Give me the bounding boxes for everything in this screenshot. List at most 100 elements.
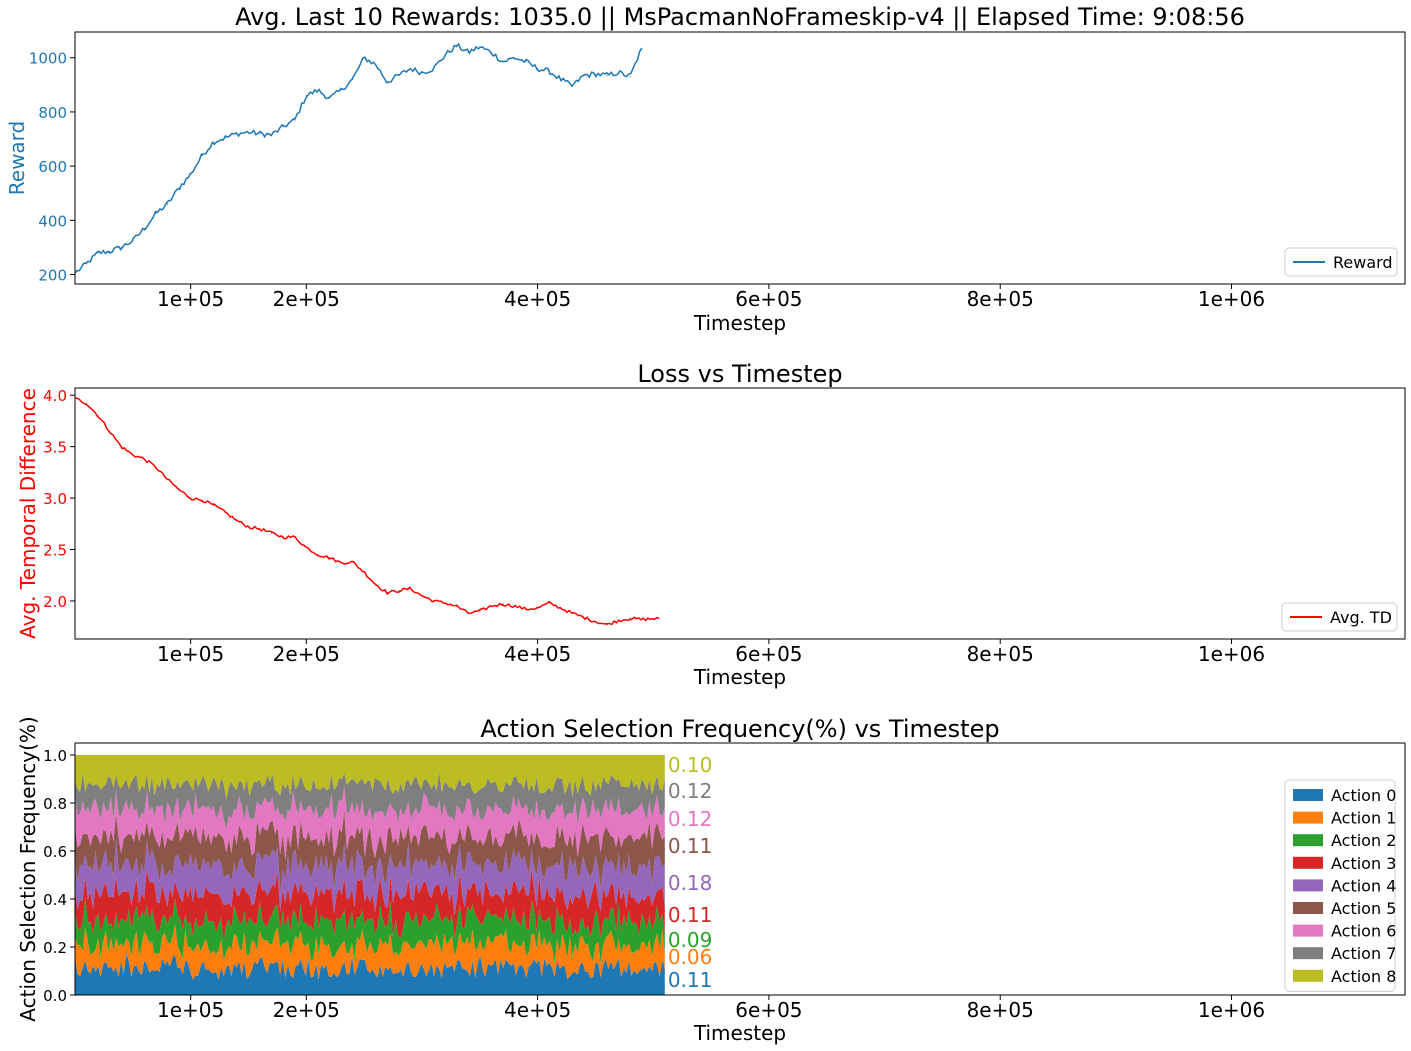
data-point [224,511,226,514]
data-point [490,605,492,607]
data-point [109,430,111,432]
legend-box [1281,602,1398,632]
y-axis-label: Reward [5,121,29,195]
data-point [421,595,423,597]
data-point [155,212,157,215]
legend-swatch [1293,879,1323,892]
legend-swatch [1293,811,1323,824]
data-point [305,95,307,97]
data-point [143,227,145,230]
data-point [340,562,342,564]
data-point [305,546,307,549]
y-tick-label: 0.2 [43,939,67,957]
y-tick-label: 3.5 [43,439,67,457]
data-point [247,526,250,528]
y-tick-label: 800 [38,104,67,122]
y-axis-label: Avg. Temporal Difference [16,388,40,639]
data-point [467,612,469,614]
data-point [375,583,377,586]
chart-title: Avg. Last 10 Rewards: 1035.0 || MsPacman… [235,3,1245,31]
data-point [352,561,354,563]
data-point [282,126,284,128]
y-tick-label: 0.0 [43,987,67,1005]
data-point [641,47,643,49]
data-point [120,246,122,248]
legend-swatch [1293,856,1323,869]
data-point [328,97,330,99]
legend-label: Action 7 [1331,944,1396,963]
y-tick-label: 4.0 [43,387,67,405]
data-point [328,557,330,559]
y-tick-label: 1.0 [43,747,67,765]
data-point [456,44,458,47]
y-tick-label: 3.0 [43,490,67,508]
y-tick-label: 0.8 [43,795,67,813]
legend-label: Action 5 [1331,899,1396,918]
data-point [132,240,134,242]
data-point [236,520,238,522]
chart-panel-1: Loss vs Timestep 1e+05 2e+05 4e+05 6e+05 8e+0… [16,360,1406,689]
data-point [294,119,296,121]
data-point [375,63,377,66]
y-tick-label: 200 [38,267,67,285]
data-point [583,616,585,619]
area-action-4 [75,839,665,915]
data-point [537,68,539,70]
legend-label: Action 8 [1331,967,1396,986]
y-tick-label: 0.6 [43,843,67,861]
data-point [583,74,585,76]
data-point [409,588,411,590]
data-point [166,203,169,205]
data-point [618,72,620,74]
end-value-label: 0.10 [668,753,713,777]
data-point [571,85,573,87]
data-point [166,479,169,481]
legend: Reward [1284,247,1398,277]
data-point [86,263,88,265]
data-point [629,76,631,78]
legend-swatch [1293,969,1323,982]
legend-swatch [1293,834,1323,847]
data-point [479,610,481,612]
data-point [271,532,273,534]
chart-panel-0: Avg. Last 10 Rewards: 1035.0 || MsPacman… [5,3,1406,335]
end-value-label: 0.12 [668,807,713,831]
data-point [97,252,99,254]
area-action-0 [75,953,665,995]
series-line [75,397,660,626]
data-point [317,89,319,91]
data-point [658,617,660,620]
data-point [259,528,261,530]
data-point [467,51,469,53]
y-tick-label: 1000 [29,50,67,68]
x-tick-label: 6e+05 [735,998,802,1022]
plot-frame [74,31,1406,285]
area-action-1 [75,924,665,980]
data-point [571,612,573,614]
end-value-label: 0.11 [668,968,713,992]
x-tick-label: 1e+05 [157,642,224,666]
legend-box [1284,779,1396,992]
data-point [155,466,157,468]
data-point [213,504,215,506]
data-point [479,46,481,48]
x-tick-label: 6e+05 [735,287,802,311]
legend-label: Reward [1333,253,1393,272]
data-point [352,78,354,80]
data-point [190,173,192,175]
legend-label: Action 3 [1331,854,1396,873]
data-point [190,497,192,499]
data-point [178,489,180,491]
legend-swatch [1293,947,1323,960]
area-action-5 [75,810,665,891]
x-tick-label: 8e+05 [967,642,1034,666]
chart-title: Loss vs Timestep [637,360,842,388]
data-point [363,571,365,573]
y-tick-label: 0.4 [43,891,67,909]
data-point [606,74,608,76]
data-point [282,536,284,538]
data-point [294,536,296,538]
x-tick-label: 1e+06 [1198,642,1265,666]
data-point [641,618,643,621]
